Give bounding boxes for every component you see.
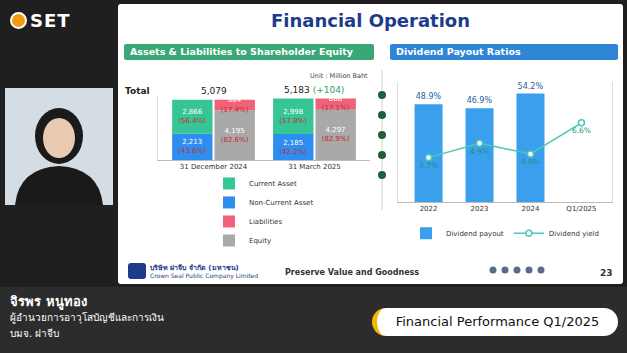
svg-text:6.6%: 6.6% [572,126,591,135]
svg-text:884(17.4%): 884(17.4%) [221,96,249,113]
svg-text:Dividend yield: Dividend yield [549,230,599,238]
svg-text:2,185(42.2%): 2,185(42.2%) [279,139,307,156]
svg-text:2022: 2022 [420,205,438,213]
svg-text:Unit : Million Baht: Unit : Million Baht [310,72,368,80]
html-text:SET: SET [30,10,71,31]
svg-text:31 March 2025: 31 March 2025 [288,163,341,171]
html-text:Financial Performance Q1/2025: Financial Performance Q1/2025 [395,314,600,329]
svg-text:54.2%: 54.2% [518,82,544,91]
svg-text:Q1/2025: Q1/2025 [566,205,596,213]
svg-text:5,183 (+104): 5,183 (+104) [284,85,344,95]
svg-text:4.0%: 4.0% [521,157,540,166]
html-text:จิรพร หนูทอง: จิรพร หนูทอง [10,294,87,309]
svg-text:4.9%: 4.9% [470,147,489,156]
html-text:บริษัท ฝาจีบ จำกัด (มหาชน): บริษัท ฝาจีบ จำกัด (มหาชน) [150,264,239,272]
svg-text:2023: 2023 [471,205,489,213]
html-text:23: 23 [600,268,613,278]
svg-text:Dividend payout: Dividend payout [446,230,504,238]
html-text:Crown Seal Public Company Limi: Crown Seal Public Company Limited [150,272,259,279]
html-text:บมจ. ฝาจีบ: บมจ. ฝาจีบ [10,328,60,339]
svg-text:2,866(56.4%): 2,866(56.4%) [178,108,206,125]
svg-text:2,213(43.6%): 2,213(43.6%) [178,138,206,155]
svg-text:2024: 2024 [522,205,540,213]
svg-text:48.9%: 48.9% [416,92,442,101]
svg-text:2,998(57.8%): 2,998(57.8%) [279,108,307,125]
html-text:Dividend Payout Ratios: Dividend Payout Ratios [396,46,521,57]
svg-text:4,297(82.9%): 4,297(82.9%) [322,126,350,143]
svg-text:Current Asset: Current Asset [249,180,297,188]
svg-text:3.7%: 3.7% [419,161,438,170]
svg-text:31 December 2024: 31 December 2024 [180,163,248,171]
svg-text:886(17.1%): 886(17.1%) [322,95,350,112]
svg-text:Liabilities: Liabilities [249,218,282,226]
svg-text:46.9%: 46.9% [467,96,493,105]
svg-text:4,195(82.6%): 4,195(82.6%) [221,127,249,144]
html-text:ผู้อำนวยการอาวุโสบัญชีและการเง: ผู้อำนวยการอาวุโสบัญชีและการเงิน [10,312,164,323]
html-text:Preserve Value and Goodness: Preserve Value and Goodness [285,268,420,277]
html-text:Assets & Liabilities to Shareh: Assets & Liabilities to Shareholder Equi… [130,46,353,57]
html-text:Financial Operation: Financial Operation [271,10,470,31]
svg-text:Total: Total [125,86,150,96]
svg-text:Non-Current Asset: Non-Current Asset [249,199,313,207]
svg-text:Equity: Equity [249,237,271,245]
svg-text:5,079: 5,079 [201,86,227,96]
